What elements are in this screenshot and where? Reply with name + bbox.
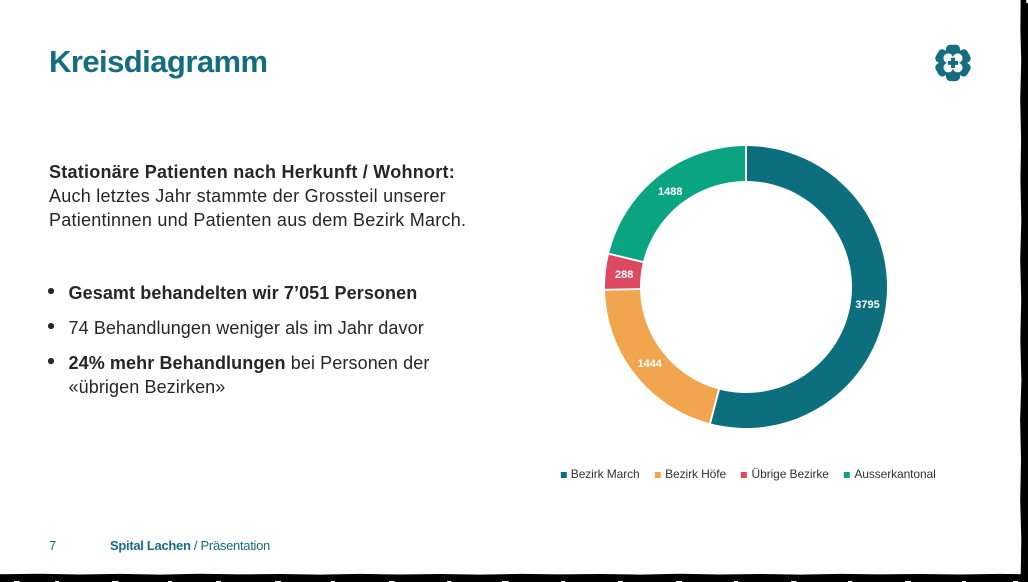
- svg-text:3795: 3795: [855, 299, 879, 311]
- svg-text:1488: 1488: [658, 186, 682, 198]
- svg-text:288: 288: [615, 269, 633, 281]
- svg-text:1444: 1444: [637, 358, 662, 370]
